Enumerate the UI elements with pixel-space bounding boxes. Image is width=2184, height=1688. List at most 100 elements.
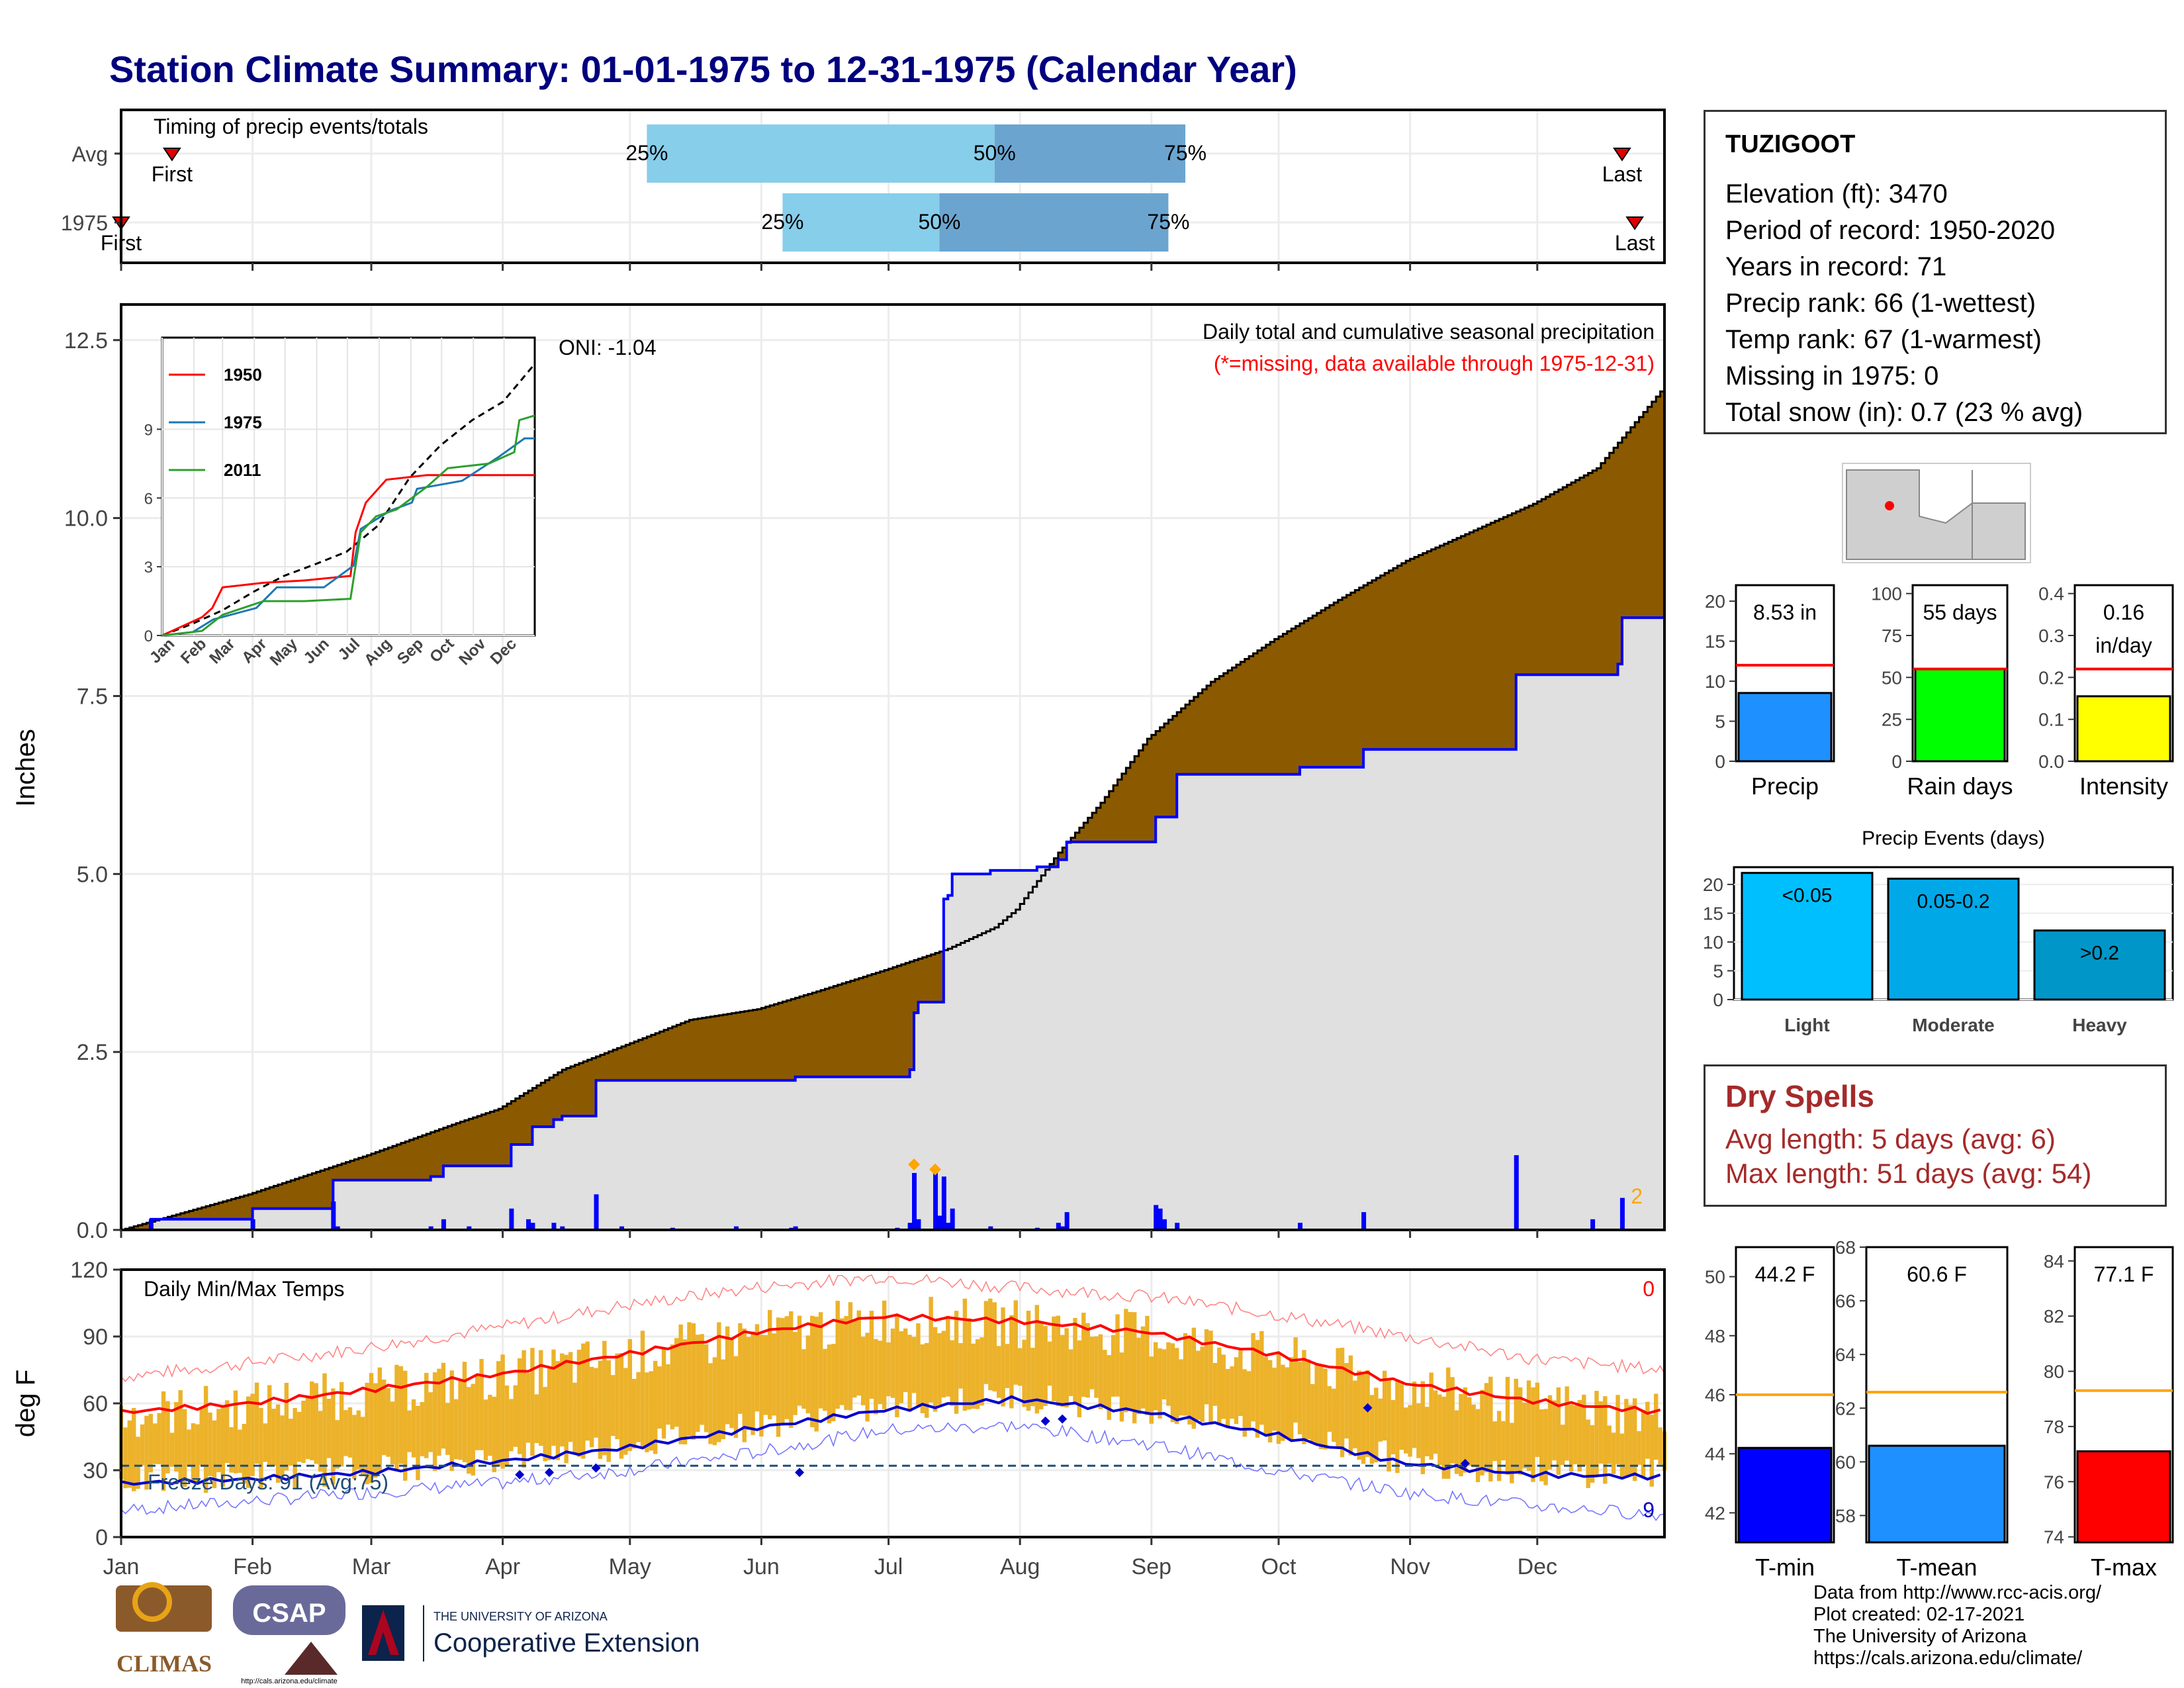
mini-chart-ytick-label: 80 — [2044, 1362, 2064, 1382]
daily-precip-bar — [1154, 1205, 1159, 1230]
csap-logo-cloud — [233, 1585, 345, 1635]
mini-chart-value-label: 44.2 F — [1755, 1262, 1815, 1286]
daily-temp-bar — [1013, 1300, 1018, 1385]
daily-temp-bar — [1009, 1315, 1014, 1409]
record-precip-marker — [929, 1163, 942, 1176]
daily-temp-bar — [967, 1318, 972, 1410]
daily-temp-bar — [1111, 1335, 1116, 1397]
mini-chart-ytick-label: 0.4 — [2038, 584, 2064, 604]
dry-spells-avg: Avg length: 5 days (avg: 6) — [1725, 1123, 2056, 1154]
events-bar-label: 0.05-0.2 — [1917, 890, 1989, 912]
daily-precip-bar — [933, 1169, 938, 1230]
daily-temp-bar — [1569, 1404, 1574, 1472]
daily-temp-bar — [322, 1373, 327, 1487]
precip-ytick-label: 7.5 — [77, 684, 108, 709]
mini-chart-ytick-label: 0.3 — [2038, 626, 2064, 646]
daily-temp-bar — [1586, 1419, 1590, 1488]
daily-temp-bar — [1297, 1362, 1302, 1434]
daily-temp-bar — [1238, 1348, 1243, 1417]
daily-temp-bar — [504, 1385, 510, 1467]
precip-count-label: 2 — [1631, 1184, 1643, 1208]
daily-temp-bar — [801, 1349, 806, 1409]
dry-spells-max: Max length: 51 days (avg: 54) — [1725, 1158, 2092, 1189]
daily-temp-bar — [1132, 1312, 1137, 1424]
daily-temp-bar — [1632, 1398, 1637, 1481]
daily-temp-bar — [1318, 1365, 1324, 1449]
daily-temp-bar — [1259, 1331, 1264, 1425]
footer-line: https://cals.arizona.edu/climate/ — [1813, 1648, 2083, 1669]
daily-temp-bar — [377, 1367, 383, 1473]
daily-temp-bar — [649, 1371, 654, 1451]
daily-temp-bar — [123, 1427, 128, 1489]
daily-precip-bar — [331, 1201, 336, 1230]
month-tick-label: Jun — [743, 1554, 780, 1579]
daily-precip-bar — [733, 1226, 739, 1230]
record-low-marker — [1363, 1403, 1373, 1413]
daily-temp-bar — [691, 1323, 696, 1440]
daily-temp-bar — [525, 1373, 531, 1443]
daily-temp-bar — [839, 1318, 844, 1405]
mini-chart-bar — [1914, 668, 2006, 763]
mini-chart-bar — [2076, 695, 2171, 763]
daily-temp-bar — [1378, 1398, 1383, 1442]
inset-series-line-2011 — [161, 414, 535, 637]
daily-temp-bar — [708, 1363, 713, 1444]
daily-temp-bar — [581, 1343, 586, 1459]
inset-legend-label: 1975 — [224, 412, 262, 432]
mini-chart-ytick-label: 58 — [1835, 1505, 1856, 1526]
daily-temp-bar — [1077, 1340, 1082, 1417]
precip-panel-title: Daily total and cumulative seasonal prec… — [1203, 320, 1655, 344]
record-high-line — [120, 1274, 1665, 1382]
daily-precip-bar — [793, 1226, 798, 1230]
daily-temp-bar — [682, 1339, 688, 1444]
daily-temp-bar — [1526, 1380, 1531, 1472]
daily-temp-bar — [721, 1359, 725, 1440]
csap-logo-url: http://cals.arizona.edu/climate — [241, 1677, 338, 1685]
timing-q50-label: 50% — [974, 141, 1016, 165]
daily-temp-bar — [1221, 1354, 1226, 1419]
daily-temp-bar — [1501, 1421, 1506, 1461]
daily-temp-bar — [1365, 1370, 1370, 1457]
daily-temp-bar — [411, 1399, 416, 1458]
daily-temp-bar — [725, 1326, 730, 1425]
month-tick-label: Oct — [1261, 1554, 1297, 1579]
record-high-count: 0 — [1643, 1277, 1655, 1301]
daily-temp-bar — [1161, 1349, 1167, 1400]
avg-tmax-line — [120, 1313, 1661, 1415]
daily-temp-bar — [496, 1361, 501, 1466]
daily-temp-bar — [199, 1408, 204, 1466]
events-ytick-label: 5 — [1713, 961, 1723, 982]
daily-temp-bar — [797, 1315, 802, 1406]
daily-temp-bar — [187, 1429, 191, 1467]
daily-temp-bar — [513, 1385, 518, 1447]
daily-temp-bar — [1543, 1409, 1548, 1485]
daily-temp-bar — [1484, 1383, 1489, 1473]
mini-chart-ytick-label: 20 — [1705, 591, 1725, 612]
record-low-count: 9 — [1643, 1498, 1655, 1522]
temp-panel-title: Daily Min/Max Temps — [144, 1277, 344, 1301]
month-tick-label: Feb — [233, 1554, 272, 1579]
mini-chart-ytick-label: 82 — [2044, 1306, 2064, 1327]
first-event-label: First — [152, 162, 193, 186]
daily-temp-bar — [296, 1411, 302, 1462]
observed-cumulative-line — [121, 616, 1664, 1231]
daily-temp-bar — [1441, 1396, 1447, 1479]
daily-temp-bar — [844, 1316, 848, 1411]
timing-q75-label: 75% — [1147, 210, 1189, 234]
daily-temp-bar — [954, 1311, 959, 1414]
mini-chart-ytick-label: 0 — [1891, 751, 1902, 772]
daily-precip-bar — [1158, 1208, 1163, 1230]
daily-temp-bar — [925, 1342, 929, 1418]
record-low-marker — [545, 1468, 555, 1477]
daily-temp-bar — [555, 1361, 561, 1460]
daily-temp-bar — [1251, 1333, 1255, 1422]
daily-temp-bar — [1390, 1400, 1396, 1455]
daily-temp-bar — [784, 1316, 790, 1419]
footer-credits: Data from http://www.rcc-acis.org/ Plot … — [1813, 1582, 2101, 1669]
daily-temp-bar — [1582, 1394, 1586, 1466]
temp-ytick-label: 30 — [83, 1458, 108, 1483]
daily-temp-bar — [318, 1411, 323, 1472]
daily-temp-bar — [1467, 1397, 1472, 1466]
daily-temp-bar — [238, 1429, 242, 1474]
daily-temp-bar — [1505, 1376, 1510, 1475]
